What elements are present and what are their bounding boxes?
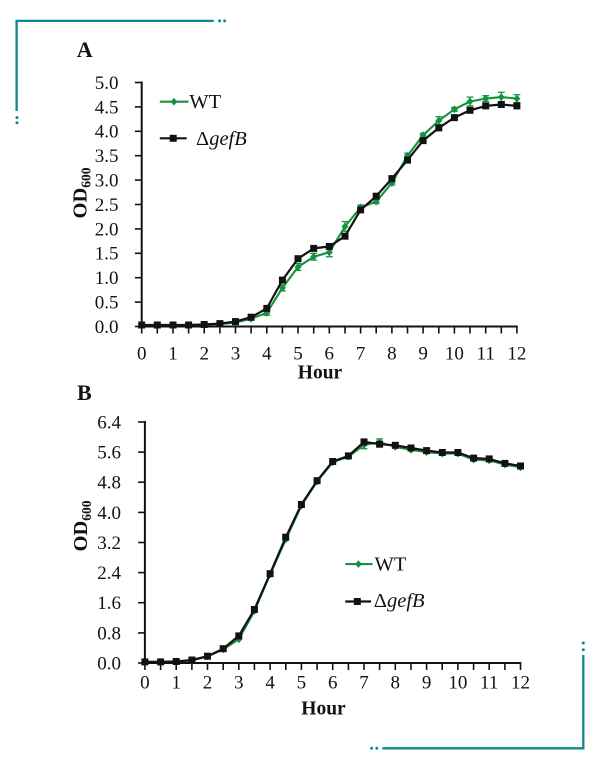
svg-text:11: 11: [480, 673, 498, 694]
svg-text:7: 7: [356, 344, 366, 365]
svg-text:3.2: 3.2: [97, 533, 121, 554]
svg-text:A: A: [77, 37, 93, 62]
svg-text:Hour: Hour: [301, 698, 346, 719]
svg-text:0.8: 0.8: [97, 623, 121, 644]
svg-text:Hour: Hour: [298, 362, 343, 383]
svg-text:2.0: 2.0: [95, 219, 119, 240]
svg-text:5.6: 5.6: [97, 443, 121, 464]
svg-text:2: 2: [203, 673, 213, 694]
svg-text:4.0: 4.0: [95, 122, 119, 143]
svg-text:10: 10: [448, 673, 467, 694]
svg-text:5: 5: [293, 344, 303, 365]
svg-text:ΔgefB: ΔgefB: [374, 590, 425, 612]
svg-text:6: 6: [325, 344, 335, 365]
svg-text:0: 0: [137, 344, 147, 365]
svg-text:3.5: 3.5: [95, 146, 119, 167]
svg-text:8: 8: [387, 344, 397, 365]
svg-text:1.6: 1.6: [97, 593, 121, 614]
svg-text:8: 8: [391, 673, 401, 694]
svg-text:4: 4: [265, 673, 275, 694]
svg-text:9: 9: [418, 344, 428, 365]
svg-text:4.5: 4.5: [95, 97, 119, 118]
svg-text:10: 10: [445, 344, 464, 365]
svg-text:WT: WT: [189, 91, 221, 113]
svg-text:1.0: 1.0: [95, 268, 119, 289]
svg-text:0.0: 0.0: [95, 317, 119, 338]
svg-text:6.4: 6.4: [97, 412, 121, 433]
svg-text:3: 3: [231, 344, 241, 365]
svg-text:4.0: 4.0: [97, 503, 121, 524]
svg-text:12: 12: [507, 344, 526, 365]
svg-text:1: 1: [168, 344, 178, 365]
svg-text:3: 3: [234, 673, 244, 694]
svg-text:OD600: OD600: [70, 167, 94, 218]
svg-text:2.4: 2.4: [97, 563, 121, 584]
svg-text:7: 7: [359, 673, 369, 694]
svg-text:0: 0: [140, 673, 150, 694]
svg-text:12: 12: [511, 673, 530, 694]
svg-text:0.0: 0.0: [97, 653, 121, 674]
svg-text:11: 11: [477, 344, 495, 365]
svg-text:4.8: 4.8: [97, 473, 121, 494]
svg-text:ΔgefB: ΔgefB: [196, 128, 247, 150]
svg-text:5: 5: [297, 673, 307, 694]
svg-text:2: 2: [199, 344, 209, 365]
svg-text:1.5: 1.5: [95, 244, 119, 265]
svg-text:1: 1: [171, 673, 181, 694]
svg-text:3.0: 3.0: [95, 171, 119, 192]
svg-text:2.5: 2.5: [95, 195, 119, 216]
svg-text:4: 4: [262, 344, 272, 365]
svg-text:9: 9: [422, 673, 432, 694]
svg-text:6: 6: [328, 673, 338, 694]
svg-text:5.0: 5.0: [95, 73, 119, 94]
svg-text:B: B: [77, 380, 92, 405]
svg-text:0.5: 0.5: [95, 293, 119, 314]
svg-text:WT: WT: [375, 554, 407, 576]
